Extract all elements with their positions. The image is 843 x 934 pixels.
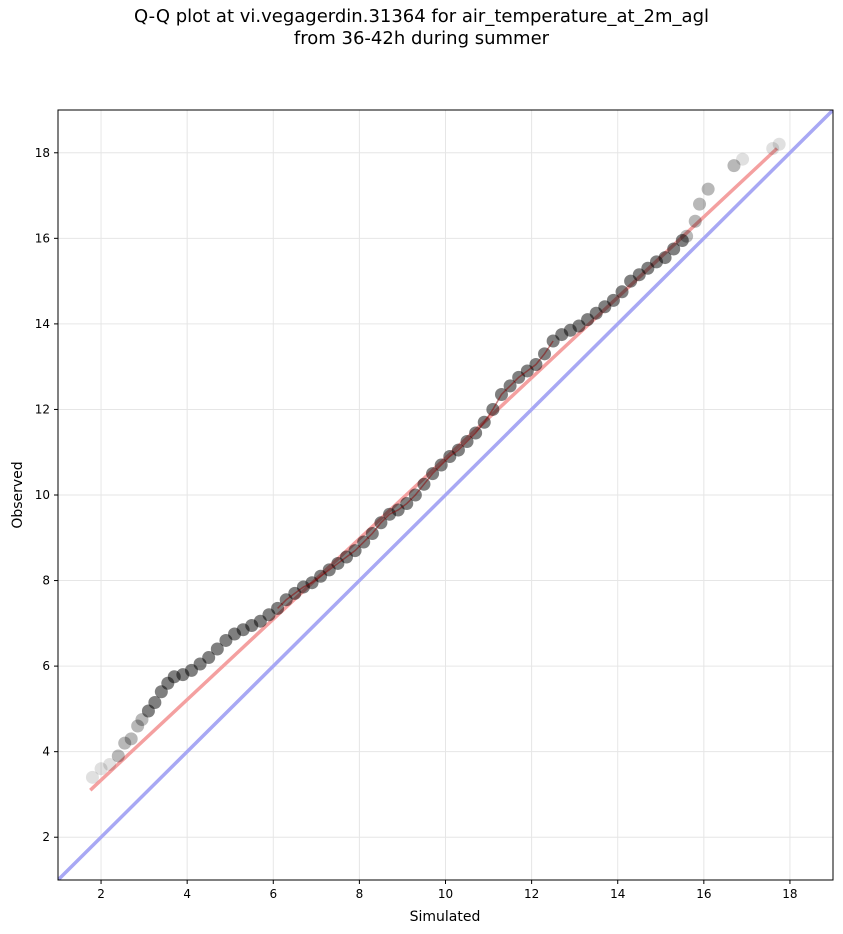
x-tick-label: 16 — [696, 887, 711, 901]
data-point — [148, 695, 162, 709]
chart-title-line-2: from 36-42h during summer — [293, 28, 550, 49]
data-point — [693, 197, 707, 211]
y-tick-label: 16 — [35, 231, 50, 245]
x-tick-label: 14 — [610, 887, 625, 901]
y-tick-label: 8 — [42, 574, 50, 588]
data-point — [103, 758, 117, 771]
data-point — [606, 293, 620, 307]
y-tick-label: 12 — [35, 402, 50, 416]
data-point — [210, 642, 224, 656]
chart-title-line-1: Q-Q plot at vi.vegagerdin.31364 for air_… — [134, 6, 709, 27]
central-trace — [277, 340, 554, 609]
data-point — [615, 285, 629, 299]
data-point — [111, 749, 125, 763]
x-tick-label: 8 — [356, 887, 364, 901]
x-tick-label: 12 — [524, 887, 539, 901]
chart-title: Q-Q plot at vi.vegagerdin.31364 for air_… — [0, 6, 843, 50]
data-point — [701, 182, 715, 196]
x-axis-label: Simulated — [410, 909, 481, 925]
data-point — [202, 651, 216, 665]
y-tick-label: 6 — [42, 659, 50, 673]
y-tick-label: 10 — [35, 488, 50, 502]
data-point — [85, 770, 99, 784]
x-tick-label: 10 — [438, 887, 453, 901]
identity-line — [58, 110, 833, 880]
y-tick-label: 4 — [42, 745, 50, 759]
x-tick-label: 4 — [183, 887, 191, 901]
y-axis-label: Observed — [10, 461, 26, 528]
data-point — [124, 732, 138, 746]
data-point — [658, 251, 672, 265]
x-tick-label: 6 — [269, 887, 277, 901]
data-point — [727, 159, 741, 173]
data-point — [772, 137, 786, 151]
data-point — [688, 214, 702, 228]
data-point — [766, 142, 780, 155]
x-tick-label: 2 — [97, 887, 105, 901]
axis-ticks: 2 4 6 8 10 12 14 16 18 2 4 6 8 10 12 14 16 18 — [35, 146, 798, 901]
data-point — [675, 233, 689, 247]
y-tick-label: 2 — [42, 830, 50, 844]
data-point — [667, 242, 681, 256]
x-tick-label: 18 — [782, 887, 797, 901]
data-point — [736, 152, 750, 166]
y-tick-label: 18 — [35, 146, 50, 160]
data-point — [680, 229, 694, 243]
data-points — [85, 137, 786, 784]
data-point — [118, 736, 132, 750]
data-point — [94, 762, 108, 776]
data-point — [131, 719, 145, 733]
y-tick-label: 14 — [35, 317, 50, 331]
